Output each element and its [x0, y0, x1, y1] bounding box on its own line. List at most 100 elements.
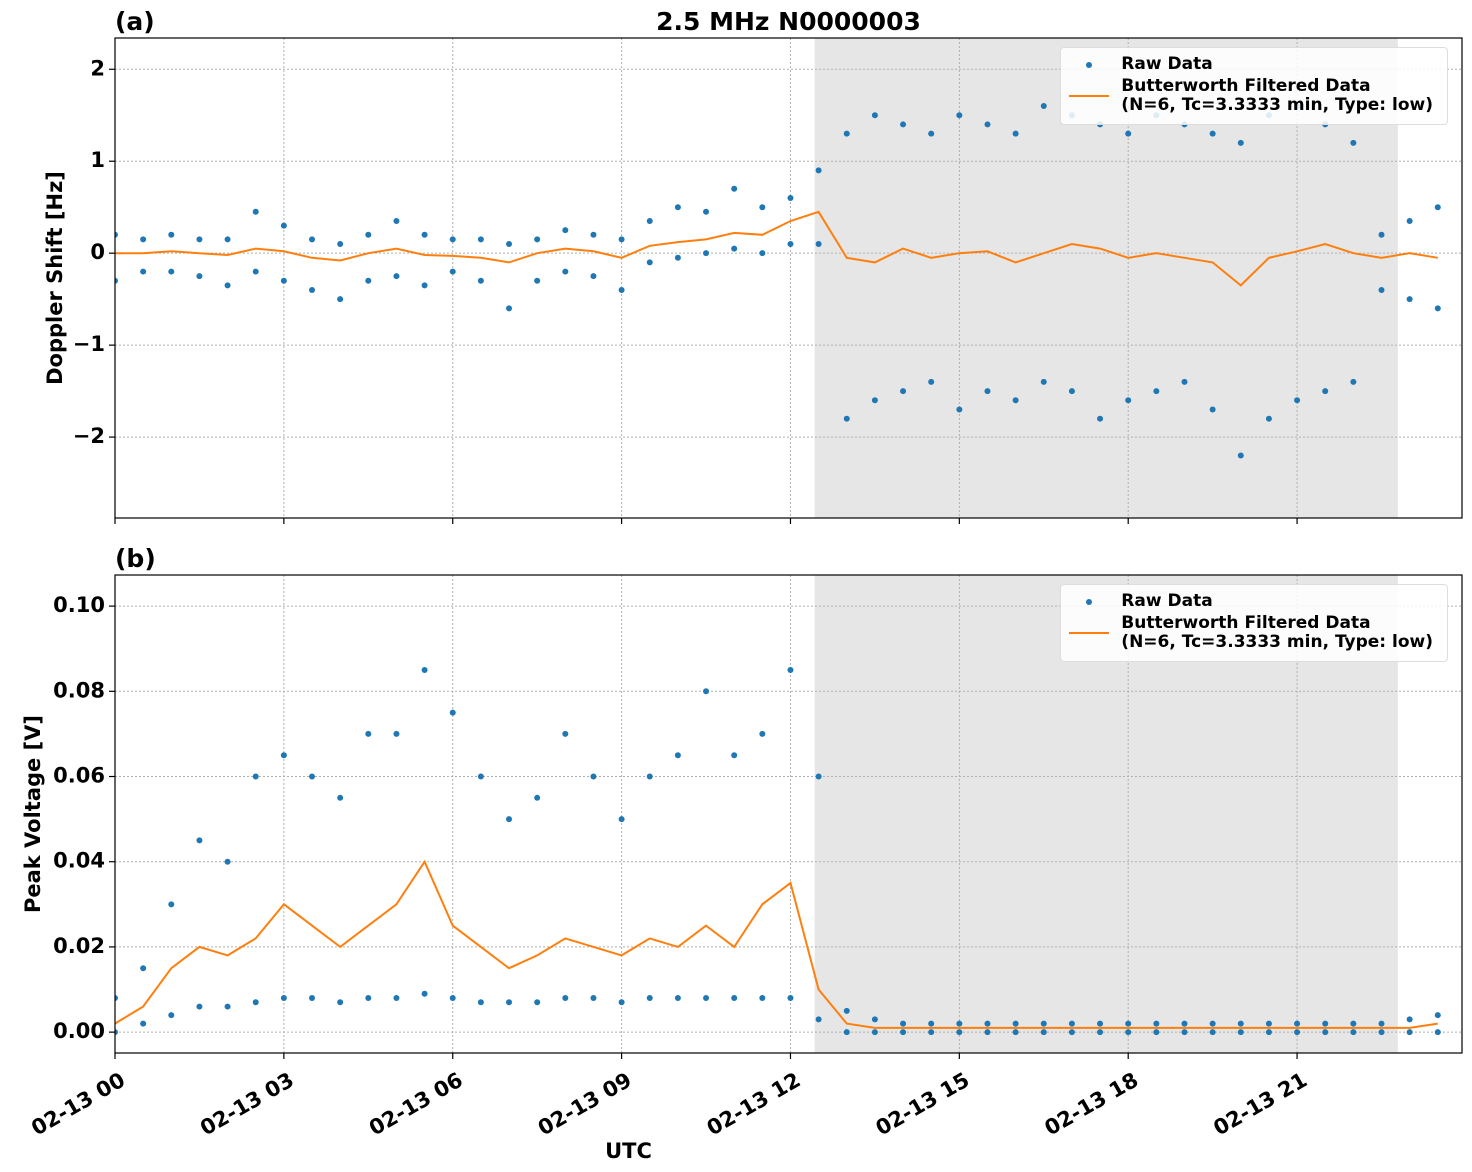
raw-point: [309, 286, 316, 293]
raw-point: [252, 773, 259, 780]
y-tick-label: −1: [73, 332, 105, 356]
x-axis-label: UTC: [605, 1139, 652, 1163]
raw-point: [224, 858, 231, 865]
raw-point: [703, 208, 710, 215]
raw-point: [1068, 1020, 1075, 1027]
raw-point: [1350, 1029, 1357, 1036]
raw-point: [843, 1029, 850, 1036]
raw-point: [309, 773, 316, 780]
raw-point: [393, 273, 400, 280]
raw-point: [534, 236, 541, 243]
raw-point: [1181, 1020, 1188, 1027]
raw-point: [477, 773, 484, 780]
raw-point: [1294, 1020, 1301, 1027]
raw-point: [140, 268, 147, 275]
raw-point: [280, 277, 287, 284]
raw-point: [393, 217, 400, 224]
x-tick-label: 02-13 03: [196, 1068, 298, 1141]
raw-point: [365, 730, 372, 737]
axes-frame: [114, 37, 1463, 519]
raw-point: [337, 240, 344, 247]
raw-point: [280, 222, 287, 229]
raw-point: [928, 130, 935, 137]
raw-point: [337, 296, 344, 303]
raw-point: [1237, 139, 1244, 146]
raw-point: [703, 995, 710, 1002]
raw-point: [787, 995, 794, 1002]
raw-point: [534, 794, 541, 801]
raw-point: [562, 268, 569, 275]
raw-point: [843, 1007, 850, 1014]
y-tick-label: 0: [90, 240, 105, 264]
raw-point: [956, 112, 963, 119]
x-tick-label: 02-13 06: [365, 1068, 467, 1141]
raw-point: [900, 388, 907, 395]
raw-point: [1434, 1029, 1441, 1036]
raw-point: [1434, 305, 1441, 312]
raw-point: [1265, 415, 1272, 422]
raw-point: [984, 1029, 991, 1036]
legend-entry: Butterworth Filtered Data (N=6, Tc=3.333…: [1069, 614, 1433, 652]
raw-point: [1406, 1029, 1413, 1036]
raw-point: [115, 995, 118, 1002]
raw-point: [393, 995, 400, 1002]
raw-point: [365, 231, 372, 238]
raw-point: [815, 773, 822, 780]
raw-point: [815, 240, 822, 247]
raw-point: [252, 268, 259, 275]
raw-point: [1378, 1020, 1385, 1027]
raw-point: [815, 167, 822, 174]
raw-point: [1097, 1020, 1104, 1027]
raw-point: [984, 388, 991, 395]
raw-point: [674, 204, 681, 211]
filtered-line: [115, 210, 1438, 287]
raw-point: [140, 1020, 147, 1027]
raw-point: [196, 273, 203, 280]
raw-point: [224, 236, 231, 243]
raw-point: [168, 268, 175, 275]
raw-point: [365, 277, 372, 284]
legend-label: Raw Data: [1121, 591, 1213, 611]
raw-point: [928, 378, 935, 385]
raw-point: [1012, 1020, 1019, 1027]
legend-entry: Butterworth Filtered Data (N=6, Tc=3.333…: [1069, 77, 1433, 115]
raw-point: [787, 195, 794, 201]
raw-point: [1350, 378, 1357, 385]
raw-point: [731, 752, 738, 759]
raw-point: [506, 999, 513, 1006]
raw-point: [1040, 103, 1047, 110]
y-tick-label: 0.10: [53, 593, 105, 617]
legend-label: Butterworth Filtered Data (N=6, Tc=3.333…: [1121, 613, 1433, 652]
raw-point: [115, 277, 118, 284]
raw-point: [506, 305, 513, 312]
raw-point: [168, 231, 175, 238]
raw-point: [787, 240, 794, 247]
raw-point: [252, 999, 259, 1006]
raw-point: [1378, 286, 1385, 293]
raw-point: [928, 1029, 935, 1036]
raw-point: [731, 245, 738, 252]
raw-point: [449, 709, 456, 716]
raw-point: [506, 816, 513, 823]
panel-label: (a): [115, 7, 155, 36]
legend-key: [1069, 592, 1109, 611]
raw-point: [115, 231, 118, 238]
x-tick-label: 02-13 09: [534, 1068, 636, 1141]
raw-point: [674, 752, 681, 759]
raw-point: [449, 236, 456, 243]
raw-point: [449, 995, 456, 1002]
raw-point: [646, 217, 653, 224]
legend-label: Butterworth Filtered Data (N=6, Tc=3.333…: [1121, 76, 1433, 115]
y-axis-label: Peak Voltage [V]: [21, 715, 45, 913]
raw-point: [224, 282, 231, 289]
raw-point: [646, 259, 653, 266]
raw-point: [674, 995, 681, 1002]
raw-point: [1153, 1029, 1160, 1036]
raw-point: [1322, 388, 1329, 395]
legend-entry: Raw Data: [1069, 592, 1433, 611]
raw-point: [1012, 397, 1019, 404]
plot-area: [115, 103, 1441, 459]
raw-point: [1040, 1020, 1047, 1027]
raw-point: [1294, 397, 1301, 404]
